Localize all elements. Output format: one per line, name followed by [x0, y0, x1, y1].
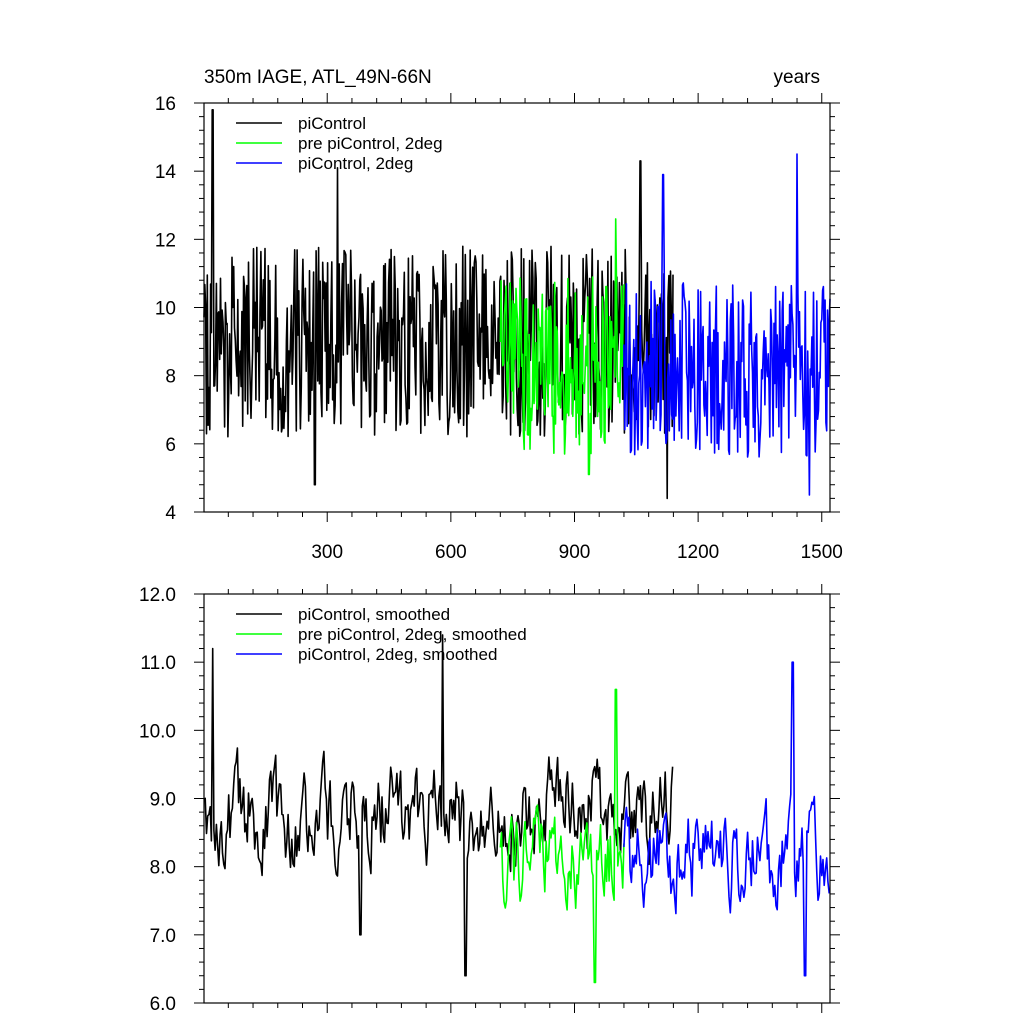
- top-units-label: years: [774, 67, 820, 88]
- top-series-line-2: [623, 153, 831, 496]
- top-series-line-1: [499, 218, 625, 476]
- top-y-tick-label: 12: [155, 230, 176, 251]
- top-legend-label: pre piControl, 2deg: [298, 134, 443, 153]
- bottom-y-tick-label: 9.0: [150, 790, 176, 811]
- top-y-tick-label: 8: [165, 367, 176, 388]
- bottom-y-tick-label: 12.0: [139, 585, 176, 606]
- top-x-tick-label: 900: [559, 542, 591, 563]
- bottom-y-tick-label: 6.0: [150, 994, 176, 1015]
- bottom-legend-label: piControl, 2deg, smoothed: [298, 645, 497, 664]
- bottom-y-tick-label: 11.0: [140, 653, 176, 674]
- top-x-tick-label: 1200: [677, 542, 719, 563]
- top-legend-label: piControl: [298, 114, 366, 133]
- top-y-tick-label: 10: [155, 299, 176, 320]
- top-legend-label: piControl, 2deg: [298, 154, 413, 173]
- top-title: 350m IAGE, ATL_49N-66N: [204, 67, 432, 88]
- top-y-tick-label: 4: [165, 503, 176, 524]
- bottom-y-tick-label: 7.0: [150, 926, 176, 947]
- bottom-y-tick-label: 10.0: [139, 721, 176, 742]
- top-x-tick-label: 300: [311, 542, 343, 563]
- bottom-series-line-2: [623, 661, 830, 977]
- top-y-tick-label: 6: [165, 435, 176, 456]
- top-x-tick-label: 1500: [801, 542, 843, 563]
- top-y-tick-label: 16: [155, 94, 176, 115]
- bottom-panel: 6.0 7.0 8.0 9.0 10.0 11.0 12.0 piControl, smoo…: [139, 584, 840, 1015]
- top-x-tick-label: 600: [435, 542, 467, 563]
- bottom-legend-label: pre piControl, 2deg, smoothed: [298, 625, 527, 644]
- bottom-y-tick-label: 8.0: [150, 858, 176, 879]
- bottom-legend-label: piControl, smoothed: [298, 605, 450, 624]
- bottom-series-line-0: [203, 634, 674, 977]
- top-y-tick-label: 14: [155, 162, 177, 183]
- bottom-series-line-1: [499, 688, 625, 984]
- top-panel: 350m IAGE, ATL_49N-66N years 300 600 900 12…: [155, 67, 843, 563]
